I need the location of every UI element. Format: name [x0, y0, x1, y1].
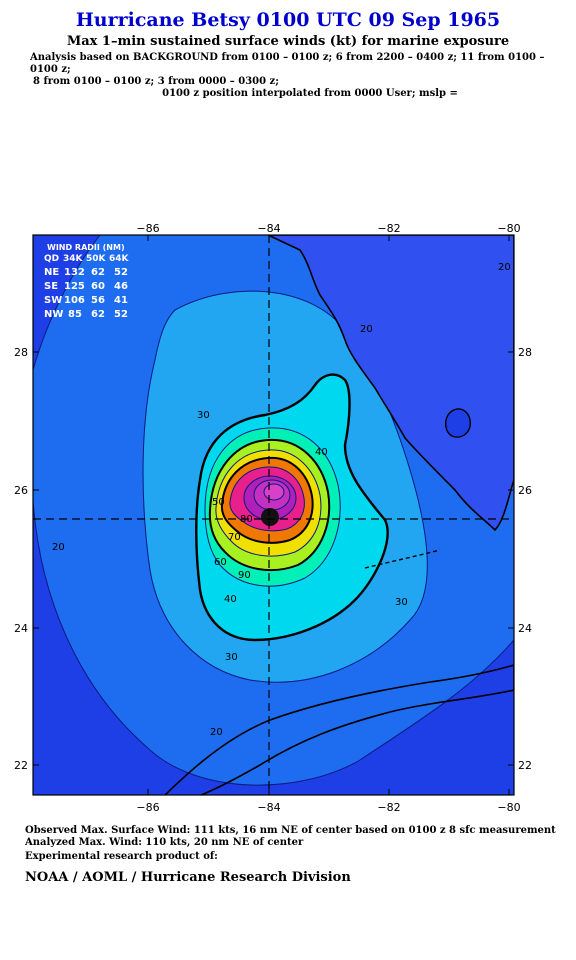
- radii-value: 62: [91, 267, 105, 278]
- lat-tick-label: 28: [14, 346, 28, 359]
- radii-col-header: 64K: [109, 254, 130, 264]
- radii-value: 46: [114, 281, 128, 292]
- lon-tick-label: −82: [377, 801, 400, 814]
- lon-tick-label: −84: [257, 801, 280, 814]
- radii-col-header: 34K: [63, 254, 84, 264]
- radii-quadrant: NW: [44, 309, 63, 320]
- observed-max-wind: Observed Max. Surface Wind: 111 kts, 16 …: [25, 825, 556, 836]
- wind-map-svg: 20 20 20 20 30 30 30 40 40 50 60 70 80 9…: [14, 222, 532, 814]
- wind-radii-table: WIND RADII (NM) QD 34K 50K 64K NE 132 62…: [44, 243, 130, 320]
- analysis-line-1: Analysis based on BACKGROUND from 0100 –…: [30, 52, 545, 75]
- contour-label: 20: [52, 542, 65, 553]
- map-frame: [32, 234, 515, 796]
- contour-110: [263, 483, 285, 501]
- contour-label: 40: [315, 447, 328, 458]
- lake-okeechobee: [444, 408, 471, 438]
- radii-col-header: 50K: [86, 254, 107, 264]
- radii-value: 106: [64, 295, 85, 306]
- radii-value: 62: [91, 309, 105, 320]
- radii-value: 41: [114, 295, 128, 306]
- lat-tick-label: 24: [14, 622, 28, 635]
- lat-tick-label: 22: [518, 759, 532, 772]
- radii-value: 125: [64, 281, 85, 292]
- lat-tick-label: 26: [518, 484, 532, 497]
- analyzed-max-wind: Analyzed Max. Wind: 110 kts, 20 nm NE of…: [25, 837, 304, 848]
- lon-tick-label: −80: [497, 801, 520, 814]
- axis-ticks: [33, 235, 514, 795]
- analysis-line-2: 8 from 0100 – 0100 z; 3 from 0000 – 0300…: [33, 76, 279, 87]
- experimental-note: Experimental research product of:: [25, 851, 218, 862]
- contour-label: 20: [498, 262, 511, 273]
- lon-tick-label: −86: [136, 222, 159, 235]
- lon-tick-label: −84: [257, 222, 280, 235]
- contour-label: 30: [225, 652, 238, 663]
- radii-value: 85: [68, 309, 82, 320]
- lat-tick-label: 26: [14, 484, 28, 497]
- radii-col-header: QD: [44, 254, 59, 264]
- radii-quadrant: NE: [44, 267, 59, 278]
- analysis-info: Analysis based on BACKGROUND from 0100 –…: [30, 52, 560, 100]
- hurricane-eye: [261, 508, 279, 526]
- contour-label: 70: [228, 532, 241, 543]
- lon-tick-label: −86: [136, 801, 159, 814]
- lat-tick-label: 22: [14, 759, 28, 772]
- contour-label: 40: [224, 594, 237, 605]
- lat-tick-label: 28: [518, 346, 532, 359]
- wind-map: 20 20 20 20 30 30 30 40 40 50 60 70 80 9…: [0, 220, 576, 820]
- contour-label: 90: [238, 570, 251, 581]
- radii-value: 60: [91, 281, 105, 292]
- contour-label: 20: [360, 324, 373, 335]
- page-title: Hurricane Betsy 0100 UTC 09 Sep 1965: [75, 9, 501, 31]
- page-subtitle: Max 1–min sustained surface winds (kt) f…: [66, 34, 510, 49]
- radii-value: 52: [114, 309, 128, 320]
- organization-name: NOAA / AOML / Hurricane Research Divisio…: [25, 870, 351, 885]
- radii-value: 56: [91, 295, 105, 306]
- lon-tick-label: −82: [377, 222, 400, 235]
- wind-field: 20 20 20 20 30 30 30 40 40 50 60 70 80 9…: [33, 235, 514, 795]
- radii-quadrant: SE: [44, 281, 58, 292]
- lon-tick-label: −80: [497, 222, 520, 235]
- contour-label: 60: [214, 557, 227, 568]
- analysis-line-3: 0100 z position interpolated from 0000 U…: [162, 88, 458, 99]
- florida-land: [267, 235, 514, 532]
- contour-label: 30: [395, 597, 408, 608]
- contour-label: 50: [212, 497, 225, 508]
- contour-label: 30: [197, 410, 210, 421]
- cuba-coastline: [163, 664, 514, 795]
- lat-tick-label: 24: [518, 622, 532, 635]
- florida-keys: [364, 549, 441, 569]
- radii-value: 52: [114, 267, 128, 278]
- radii-table-title: WIND RADII (NM): [47, 243, 125, 252]
- contour-label: 20: [210, 727, 223, 738]
- radii-quadrant: SW: [44, 295, 62, 306]
- radii-value: 132: [64, 267, 85, 278]
